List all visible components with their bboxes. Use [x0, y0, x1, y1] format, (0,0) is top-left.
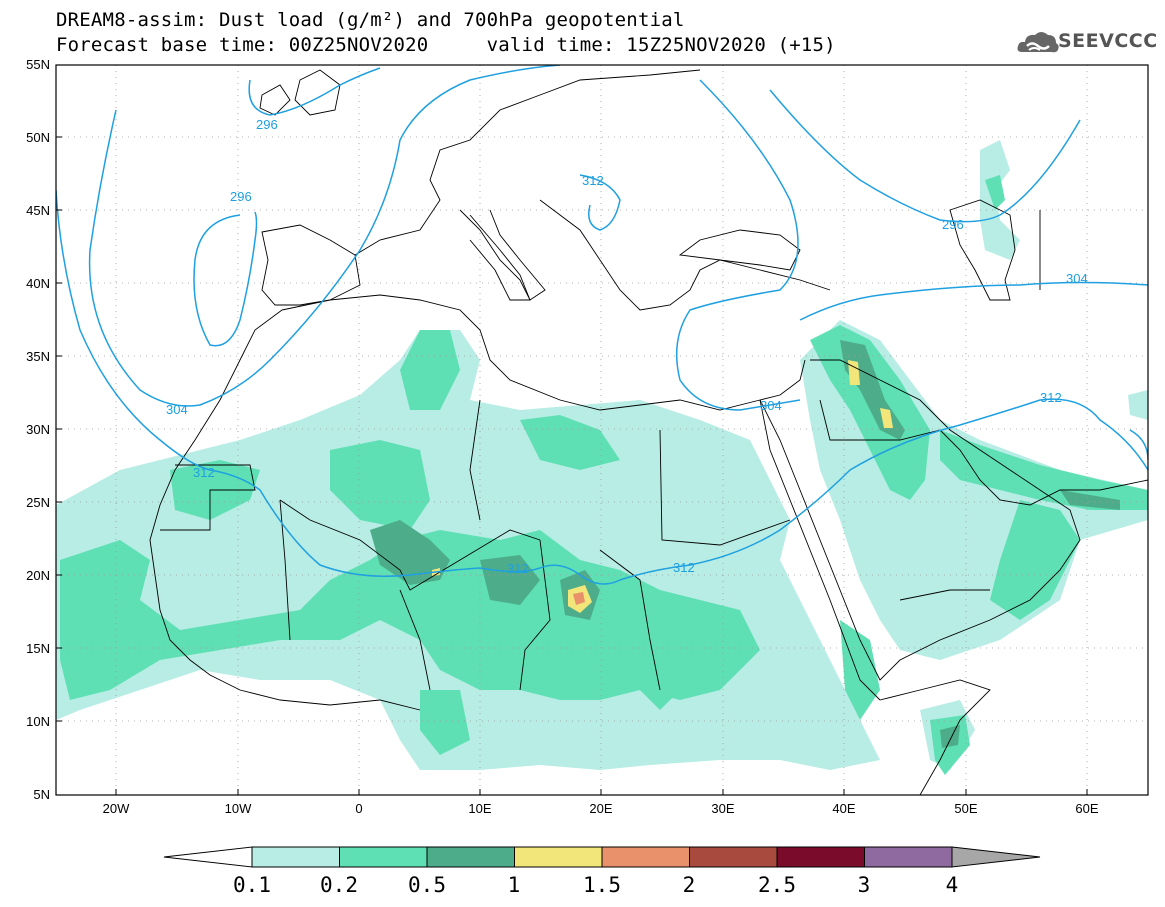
- contour-label: 312: [1040, 390, 1062, 405]
- axis-ticks: [56, 136, 1088, 795]
- colorbar-swatch: [776, 846, 865, 868]
- cloud-icon: [1017, 32, 1059, 53]
- lon-label: 50E: [954, 801, 977, 816]
- colorbar-swatch: [339, 846, 428, 868]
- lon-label: 60E: [1075, 801, 1098, 816]
- lat-label: 50N: [26, 130, 50, 145]
- lat-label: 10N: [26, 714, 50, 729]
- lat-label: 45N: [26, 203, 50, 218]
- colorbar-label: 1: [508, 873, 521, 897]
- contour-label: 312: [673, 560, 695, 575]
- coastlines: [149, 69, 1148, 795]
- lon-label: 10E: [468, 801, 491, 816]
- lat-label: 35N: [26, 349, 50, 364]
- lat-label: 30N: [26, 422, 50, 437]
- colorbar-label: 0.5: [408, 873, 446, 897]
- map-subtitle: Forecast base time: 00Z25NOV2020 valid t…: [56, 34, 836, 56]
- contour-label: 304: [1066, 271, 1088, 286]
- lat-label: 20N: [26, 568, 50, 583]
- logo-text: SEEVCCC: [1058, 30, 1158, 52]
- colorbar: 0.1 0.2 0.5 1 1.5 2 2.5 3 4: [163, 846, 1041, 897]
- contour-label: 296: [256, 117, 278, 132]
- lon-label: 20E: [589, 801, 612, 816]
- lon-label: 0: [355, 801, 362, 816]
- map-title: DREAM8-assim: Dust load (g/m²) and 700hP…: [56, 9, 685, 31]
- colorbar-label: 0.1: [233, 873, 271, 897]
- colorbar-label: 0.2: [320, 873, 358, 897]
- contour-label: 312: [193, 465, 215, 480]
- lon-label: 40E: [832, 801, 855, 816]
- longitude-labels: 20W 10W 0 10E 20E 30E 40E 50E 60E: [103, 801, 1099, 816]
- contour-label: 304: [760, 398, 782, 413]
- lat-label: 40N: [26, 276, 50, 291]
- lat-label: 55N: [26, 57, 50, 72]
- geopotential-contours: [56, 65, 1148, 585]
- colorbar-label: 2.5: [758, 873, 796, 897]
- contour-label: 296: [942, 217, 964, 232]
- lon-label: 10W: [225, 801, 252, 816]
- colorbar-label: 3: [858, 873, 871, 897]
- contour-label: 312: [507, 561, 529, 576]
- colorbar-swatch: [251, 846, 340, 868]
- colorbar-swatch: [864, 846, 953, 868]
- map-area: 296 296 296 304 304 304 312 312 312 312 …: [56, 65, 1148, 795]
- lat-label: 25N: [26, 495, 50, 510]
- colorbar-label: 2: [683, 873, 696, 897]
- colorbar-right-arrow: [951, 846, 1041, 868]
- contour-label: 296: [230, 189, 252, 204]
- lat-label: 15N: [26, 641, 50, 656]
- lon-label: 20W: [103, 801, 130, 816]
- seevccc-logo: SEEVCCC: [1016, 26, 1158, 60]
- dust-level-1.5: [573, 592, 585, 605]
- latitude-labels: 55N 50N 45N 40N 35N 30N 25N 20N 15N 10N …: [26, 57, 50, 802]
- contour-label: 304: [166, 402, 188, 417]
- lat-label: 5N: [33, 787, 50, 802]
- map-frame: [55, 64, 1149, 796]
- colorbar-label: 4: [946, 873, 959, 897]
- colorbar-label: 1.5: [583, 873, 621, 897]
- lon-label: 30E: [711, 801, 734, 816]
- colorbar-swatch: [514, 846, 603, 868]
- colorbar-swatch: [689, 846, 778, 868]
- contour-label: 312: [582, 173, 604, 188]
- colorbar-left-arrow: [163, 846, 253, 868]
- colorbar-swatch: [426, 846, 515, 868]
- colorbar-swatch: [601, 846, 690, 868]
- contour-labels: 296 296 296 304 304 304 312 312 312 312 …: [166, 117, 1088, 576]
- graticule: [56, 65, 1148, 795]
- colorbar-labels: 0.1 0.2 0.5 1 1.5 2 2.5 3 4: [233, 873, 958, 897]
